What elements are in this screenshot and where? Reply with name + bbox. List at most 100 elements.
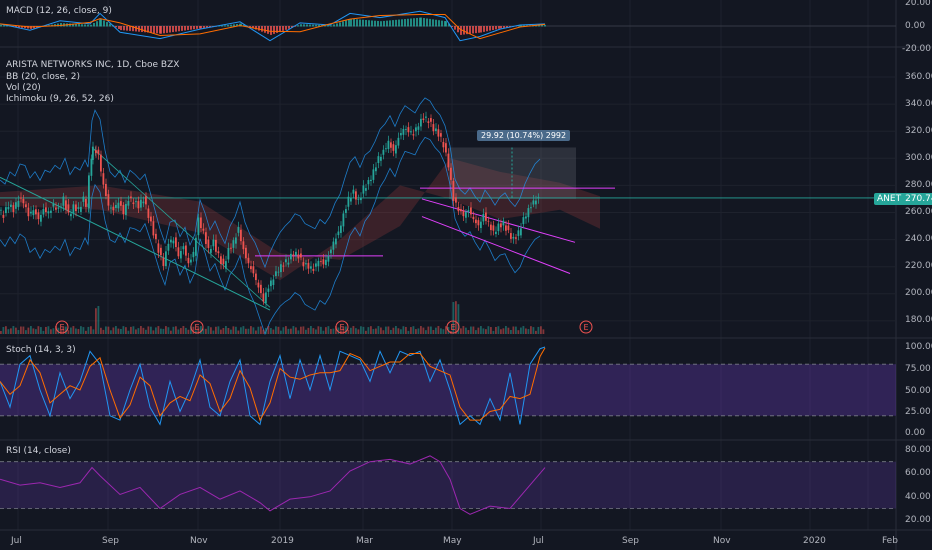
candle-body: [88, 175, 90, 209]
volume-bar: [240, 327, 242, 334]
candle-body: [27, 207, 30, 217]
candle-body: [225, 261, 227, 269]
macd-hist-bar: [339, 22, 341, 27]
candle-body: [335, 238, 337, 245]
macd-hist-bar: [401, 19, 403, 27]
candle-body: [17, 200, 20, 208]
volume-bar: [482, 328, 485, 334]
macd-hist-bar: [353, 19, 355, 27]
bb-label: BB (20, close, 2): [6, 72, 81, 82]
volume-bar: [437, 326, 440, 334]
macd-hist-bar: [252, 26, 254, 29]
macd-hist-bar: [288, 26, 290, 29]
volume-bar: [62, 326, 65, 334]
macd-hist-bar: [282, 26, 284, 31]
candle-body: [272, 279, 275, 285]
volume-bar: [205, 328, 207, 334]
macd-hist-bar: [209, 26, 211, 28]
macd-hist-bar: [243, 24, 245, 27]
volume-bar: [200, 326, 202, 334]
volume-bar: [435, 327, 437, 334]
volume-bar: [135, 329, 137, 334]
volume-bar: [187, 329, 190, 334]
candle-body: [480, 221, 482, 229]
volume-bar: [297, 330, 300, 334]
macd-hist-bar: [230, 24, 232, 27]
x-tick: Nov: [713, 536, 731, 546]
volume-bar: [385, 326, 387, 334]
candle-body: [67, 204, 70, 213]
macd-hist-bar: [163, 26, 165, 34]
volume-bar: [95, 308, 97, 334]
macd-hist-bar: [395, 19, 397, 27]
macd-hist-bar: [380, 21, 382, 27]
macd-hist-bar: [24, 26, 26, 29]
volume-bar: [310, 326, 312, 334]
candle-body: [287, 262, 290, 265]
macd-hist-bar: [423, 18, 425, 27]
macd-hist-bar: [350, 18, 352, 27]
macd-hist-bar: [181, 26, 183, 31]
price-tick: 320.00: [905, 126, 932, 136]
candle-body: [477, 220, 480, 226]
candle-body: [372, 169, 375, 180]
macd-hist-bar: [538, 24, 540, 27]
candle-body: [442, 142, 445, 148]
candle-body: [392, 144, 395, 151]
macd-hist-bar: [175, 26, 177, 32]
volume-bar: [255, 330, 257, 334]
volume-bar: [182, 326, 185, 334]
candle-body: [72, 204, 75, 213]
rsi-label: RSI (14, close): [6, 446, 71, 456]
volume-bar: [527, 329, 530, 334]
volume-bar: [50, 329, 52, 334]
volume-bar: [290, 328, 292, 334]
candle-body: [475, 219, 477, 224]
volume-bar: [300, 326, 302, 334]
macd-hist-bar: [426, 18, 428, 27]
candle-body: [222, 258, 225, 265]
macd-hist-bar: [475, 26, 477, 34]
macd-hist-bar: [392, 20, 394, 27]
volume-bar: [145, 329, 147, 334]
macd-hist-bar: [6, 25, 8, 27]
volume-bar: [302, 326, 305, 334]
volume-bar: [165, 326, 167, 334]
volume-bar: [257, 326, 260, 334]
candle-body: [337, 231, 340, 236]
volume-bar: [485, 329, 487, 334]
candle-body: [202, 228, 205, 231]
volume-bar: [2, 327, 5, 334]
candle-body: [0, 209, 2, 211]
volume-bar: [370, 326, 372, 334]
macd-hist-bar: [377, 20, 379, 27]
volume-bar: [190, 326, 192, 334]
volume-bar: [15, 327, 17, 334]
candle-body: [237, 227, 240, 233]
candle-body: [457, 207, 460, 212]
volume-bar: [210, 327, 212, 334]
macd-line: [0, 10, 546, 42]
candle-body: [140, 199, 142, 208]
candle-body: [500, 223, 502, 228]
candle-body: [152, 221, 155, 236]
candle-body: [22, 198, 25, 204]
earnings-marker: [335, 320, 349, 334]
volume-bar: [330, 328, 332, 334]
macd-hist-bar: [206, 26, 208, 28]
candle-body: [380, 156, 382, 161]
volume-bar: [197, 327, 200, 334]
volume-bar: [377, 326, 380, 334]
candle-body: [82, 196, 85, 202]
macd-hist-bar: [106, 22, 108, 27]
vol-label: Vol (20): [6, 83, 41, 93]
volume-bar: [75, 328, 77, 334]
candle-body: [455, 197, 457, 203]
volume-bar: [72, 326, 75, 334]
candle-body: [537, 196, 540, 199]
volume-bar: [287, 328, 290, 334]
volume-bar: [477, 327, 480, 334]
volume-bar: [495, 326, 497, 334]
volume-bar: [322, 330, 325, 334]
